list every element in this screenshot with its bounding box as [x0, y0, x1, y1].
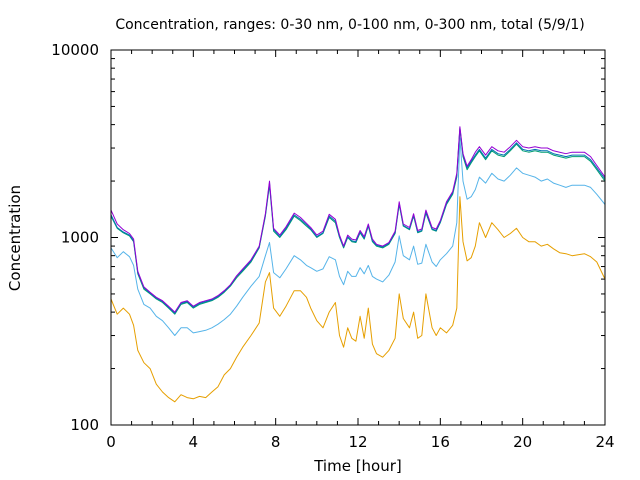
plot-frame — [110, 49, 606, 426]
x-tick-label: 8 — [271, 433, 281, 451]
x-tick-label: 12 — [348, 433, 367, 451]
x-tick-label: 0 — [106, 433, 116, 451]
x-tick-label: 16 — [431, 433, 450, 451]
series-line-2 — [110, 137, 606, 336]
series-line-5 — [110, 126, 606, 313]
y-tick-label: 100 — [70, 416, 99, 434]
x-tick-label: 24 — [595, 433, 614, 451]
x-tick-label: 4 — [189, 433, 199, 451]
series-line-1 — [110, 196, 606, 403]
series-line-4 — [110, 127, 606, 314]
y-tick-label: 10000 — [51, 41, 99, 59]
x-tick-label: 20 — [513, 433, 532, 451]
axis-ticks — [110, 50, 606, 426]
y-tick-label: 1000 — [61, 229, 99, 247]
x-axis-label: Time [hour] — [313, 457, 402, 475]
series-line-3 — [110, 128, 606, 315]
y-axis-label: Concentration — [6, 185, 24, 291]
chart-title: Concentration, ranges: 0-30 nm, 0-100 nm… — [115, 17, 584, 33]
tick-labels: 0 4 8 12 16 20 24 100 1000 10000 — [51, 41, 614, 451]
series-lines — [110, 126, 606, 403]
